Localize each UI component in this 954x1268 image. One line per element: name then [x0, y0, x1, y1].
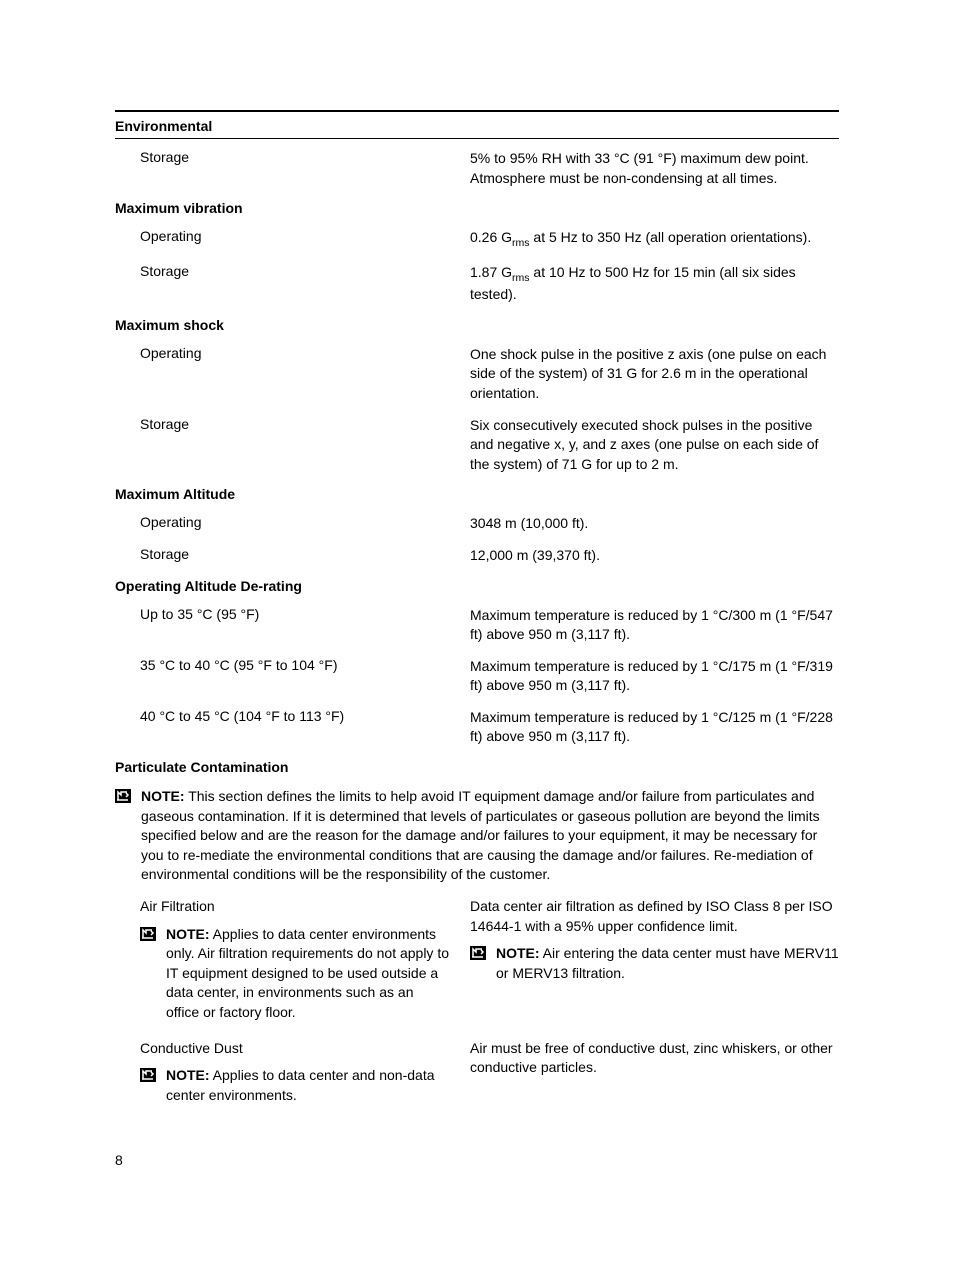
note-body: Air entering the data center must have M… [496, 945, 839, 981]
two-column-row: Conductive Dust NOTE: Applies to data ce… [115, 1039, 839, 1118]
page-number: 8 [115, 1152, 123, 1168]
spec-value: Six consecutively executed shock pulses … [470, 416, 839, 475]
note-prefix: NOTE: [141, 788, 185, 804]
spec-value: 12,000 m (39,370 ft). [470, 546, 839, 566]
value-pre: 0.26 G [470, 229, 512, 245]
value-post: at 5 Hz to 350 Hz (all operation orienta… [530, 229, 812, 245]
spec-row: 40 °C to 45 °C (104 °F to 113 °F) Maximu… [115, 708, 839, 747]
spec-row: Storage 12,000 m (39,370 ft). [115, 546, 839, 566]
subheading-max-vibration: Maximum vibration [115, 200, 839, 216]
two-column-row: Air Filtration NOTE: Applies to data cen… [115, 897, 839, 1035]
note-icon [140, 927, 156, 941]
spec-value: Maximum temperature is reduced by 1 °C/1… [470, 657, 839, 696]
spec-label: 35 °C to 40 °C (95 °F to 104 °F) [115, 657, 470, 673]
subheading-max-altitude: Maximum Altitude [115, 486, 839, 502]
spec-row: Operating 0.26 Grms at 5 Hz to 350 Hz (a… [115, 228, 839, 250]
conductive-dust-label: Conductive Dust [140, 1039, 450, 1059]
spec-label: Storage [115, 416, 470, 432]
spec-row: Up to 35 °C (95 °F) Maximum temperature … [115, 606, 839, 645]
spec-label: Up to 35 °C (95 °F) [115, 606, 470, 622]
spec-row: Storage 1.87 Grms at 10 Hz to 500 Hz for… [115, 263, 839, 305]
left-column: Conductive Dust NOTE: Applies to data ce… [115, 1039, 470, 1118]
spec-row: Operating 3048 m (10,000 ft). [115, 514, 839, 534]
spec-value: Maximum temperature is reduced by 1 °C/3… [470, 606, 839, 645]
spec-row: 35 °C to 40 °C (95 °F to 104 °F) Maximum… [115, 657, 839, 696]
air-filtration-value: Data center air filtration as defined by… [470, 897, 839, 936]
spec-label: Storage [115, 149, 470, 165]
spec-label: Storage [115, 263, 470, 279]
note-body: This section defines the limits to help … [141, 788, 820, 882]
subheading-particulate: Particulate Contamination [115, 759, 839, 775]
note-text: NOTE: Air entering the data center must … [496, 944, 839, 983]
note-text: NOTE: Applies to data center environment… [166, 925, 450, 1023]
spec-value: 1.87 Grms at 10 Hz to 500 Hz for 15 min … [470, 263, 839, 305]
subheading-max-shock: Maximum shock [115, 317, 839, 333]
spec-value: 0.26 Grms at 5 Hz to 350 Hz (all operati… [470, 228, 839, 250]
spec-label: Operating [115, 228, 470, 244]
spec-row: Storage 5% to 95% RH with 33 °C (91 °F) … [115, 149, 839, 188]
note-prefix: NOTE: [496, 945, 540, 961]
value-sub: rms [512, 271, 530, 283]
spec-row: Operating One shock pulse in the positiv… [115, 345, 839, 404]
spec-value: Maximum temperature is reduced by 1 °C/1… [470, 708, 839, 747]
conductive-dust-value: Air must be free of conductive dust, zin… [470, 1039, 839, 1078]
right-column: Air must be free of conductive dust, zin… [470, 1039, 839, 1118]
document-page: Environmental Storage 5% to 95% RH with … [0, 0, 954, 1268]
note-prefix: NOTE: [166, 926, 210, 942]
spec-value: 5% to 95% RH with 33 °C (91 °F) maximum … [470, 149, 839, 188]
spec-value: One shock pulse in the positive z axis (… [470, 345, 839, 404]
note-block: NOTE: Applies to data center environment… [140, 925, 450, 1023]
value-sub: rms [512, 237, 530, 249]
value-pre: 1.87 G [470, 264, 512, 280]
spec-row: Storage Six consecutively executed shock… [115, 416, 839, 475]
spec-label: 40 °C to 45 °C (104 °F to 113 °F) [115, 708, 470, 724]
note-icon [470, 946, 486, 960]
spec-value: 3048 m (10,000 ft). [470, 514, 839, 534]
spec-label: Operating [115, 514, 470, 530]
note-icon [140, 1068, 156, 1082]
right-column: Data center air filtration as defined by… [470, 897, 839, 1035]
left-column: Air Filtration NOTE: Applies to data cen… [115, 897, 470, 1035]
subheading-derating: Operating Altitude De-rating [115, 578, 839, 594]
note-text: NOTE: This section defines the limits to… [141, 787, 839, 885]
note-block: NOTE: Applies to data center and non-dat… [140, 1066, 450, 1105]
note-block: NOTE: Air entering the data center must … [470, 944, 839, 983]
note-icon [115, 789, 131, 803]
note-prefix: NOTE: [166, 1067, 210, 1083]
spec-label: Operating [115, 345, 470, 361]
air-filtration-label: Air Filtration [140, 897, 450, 917]
section-title-environmental: Environmental [115, 110, 839, 139]
spec-label: Storage [115, 546, 470, 562]
note-block: NOTE: This section defines the limits to… [115, 787, 839, 885]
note-text: NOTE: Applies to data center and non-dat… [166, 1066, 450, 1105]
